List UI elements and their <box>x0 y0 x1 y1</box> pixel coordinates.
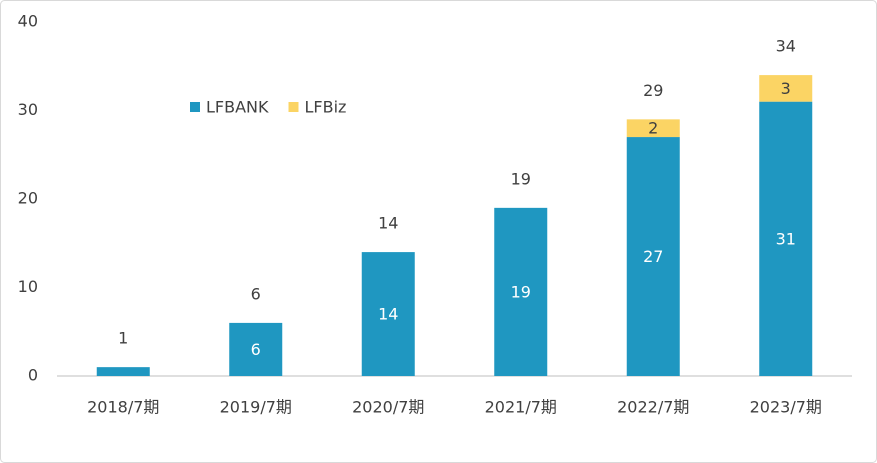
y-tick-label: 20 <box>18 189 38 208</box>
x-tick-label: 2020/7期 <box>352 398 424 417</box>
value-label: 2 <box>648 119 658 138</box>
total-label: 29 <box>643 81 663 100</box>
value-label: 31 <box>776 229 796 248</box>
total-label: 14 <box>378 214 398 233</box>
bar-segment <box>759 75 813 102</box>
value-label: 19 <box>511 282 531 301</box>
y-tick-label: 0 <box>28 366 38 385</box>
x-tick-label: 2023/7期 <box>750 398 822 417</box>
x-tick-label: 2019/7期 <box>220 398 292 417</box>
bar-segment <box>96 367 150 376</box>
value-label: 3 <box>781 79 791 98</box>
total-label: 1 <box>118 329 128 348</box>
y-tick-label: 30 <box>18 100 38 119</box>
legend-swatch <box>190 102 200 112</box>
x-tick-label: 2018/7期 <box>87 398 159 417</box>
total-label: 19 <box>511 169 531 188</box>
bar-segment <box>361 252 415 376</box>
value-label: 14 <box>378 305 398 324</box>
value-label: 27 <box>643 247 663 266</box>
value-label: 6 <box>251 340 261 359</box>
bar-segment <box>759 101 813 377</box>
total-label: 34 <box>776 37 796 56</box>
total-label: 6 <box>251 284 261 303</box>
x-tick-label: 2022/7期 <box>617 398 689 417</box>
y-tick-label: 40 <box>18 12 38 31</box>
bar-segment <box>229 322 283 376</box>
legend-label: LFBANK <box>206 98 269 117</box>
y-tick-label: 10 <box>18 277 38 296</box>
bar-segment <box>626 137 680 376</box>
legend-label: LFBiz <box>305 98 347 117</box>
bar-segment <box>626 119 680 138</box>
x-tick-label: 2021/7期 <box>485 398 557 417</box>
bar-segment <box>494 207 548 376</box>
legend-swatch <box>288 102 299 112</box>
